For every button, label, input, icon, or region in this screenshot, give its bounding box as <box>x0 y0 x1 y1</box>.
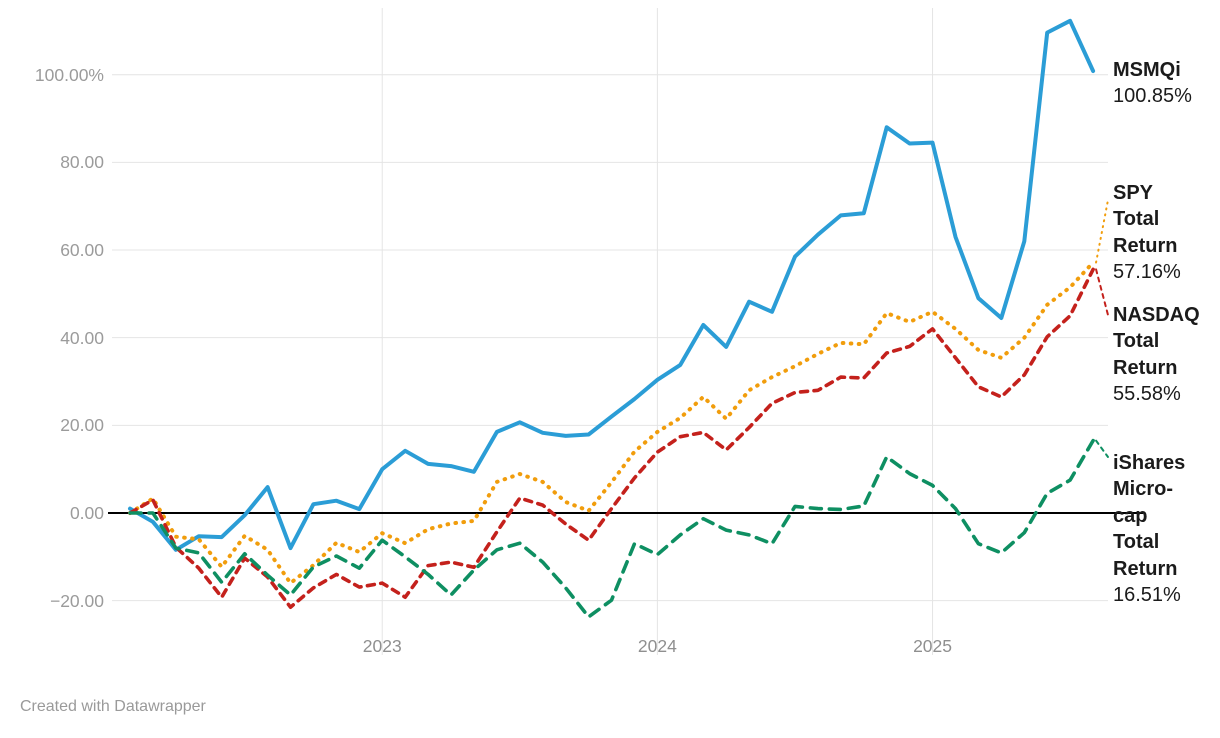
y-axis-tick-label: −20.00 <box>49 590 104 611</box>
attribution: Created with Datawrapper <box>20 698 206 715</box>
y-axis-tick-label: 100.00% <box>34 64 104 85</box>
series-label-msmqi: MSMQi 100.85% <box>1113 57 1217 110</box>
series-value: 57.16% <box>1113 261 1181 284</box>
series-value: 16.51% <box>1113 583 1181 606</box>
y-axis-tick-label: 20.00 <box>60 415 104 436</box>
series-name: NASDAQ Total Return <box>1113 304 1200 379</box>
series-value: 55.58% <box>1113 383 1181 406</box>
series-line-spy-total-return <box>128 260 1096 586</box>
series-line-ishares-micro-cap-total-return <box>128 438 1095 619</box>
series-value: 100.85% <box>1113 85 1192 108</box>
series-name: SPY Total Return <box>1113 182 1178 257</box>
x-axis-tick-label: 2025 <box>913 636 953 656</box>
series-label-nasdaq: NASDAQ Total Return 55.58% <box>1113 302 1220 408</box>
series-line-msmqi <box>128 18 1096 552</box>
x-axis-tick-label: 2024 <box>637 636 677 656</box>
y-axis-tick-label: 60.00 <box>60 240 104 261</box>
series-label-ishares: iShares Micro-cap Total Return 16.51% <box>1113 450 1193 608</box>
label-connector <box>1095 268 1109 316</box>
y-axis-tick-label: 40.00 <box>60 327 104 348</box>
series-name: iShares Micro-cap Total Return <box>1113 452 1186 580</box>
series-label-spy: SPY Total Return 57.16% <box>1113 180 1193 286</box>
y-axis-tick-label: 0.00 <box>69 503 104 523</box>
x-axis-tick-label: 2023 <box>362 636 402 656</box>
label-connector <box>1095 199 1109 264</box>
label-connector <box>1095 439 1109 458</box>
y-axis-tick-label: 80.00 <box>60 152 104 173</box>
series-name: MSMQi <box>1113 59 1181 81</box>
series-line-nasdaq-total-return <box>128 267 1095 610</box>
